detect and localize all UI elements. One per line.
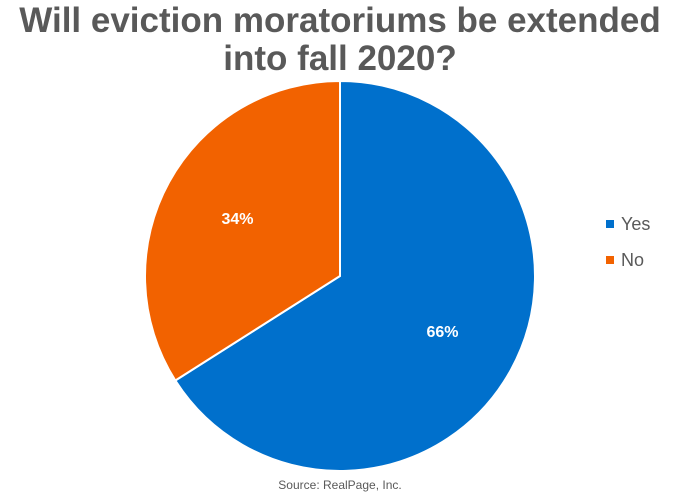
pie-slice-no xyxy=(144,79,341,382)
chart-title-line-1: Will eviction moratoriums be extended xyxy=(19,1,661,40)
pie-slice-yes xyxy=(173,79,536,472)
legend-label-yes: Yes xyxy=(621,213,651,234)
chart-title-line-2: into fall 2020? xyxy=(223,39,457,78)
legend-label-no: No xyxy=(621,249,645,270)
legend-swatch-yes xyxy=(606,220,614,228)
legend-item-no: No xyxy=(606,250,650,270)
legend: Yes No xyxy=(606,214,650,286)
source-note: Source: RealPage, Inc. xyxy=(278,478,402,492)
legend-item-yes: Yes xyxy=(606,214,650,234)
data-label-no: 34% xyxy=(221,211,253,228)
data-label-yes: 66% xyxy=(427,324,459,341)
chart-title: Will eviction moratoriums be extended in… xyxy=(0,2,680,78)
legend-swatch-no xyxy=(606,256,614,264)
